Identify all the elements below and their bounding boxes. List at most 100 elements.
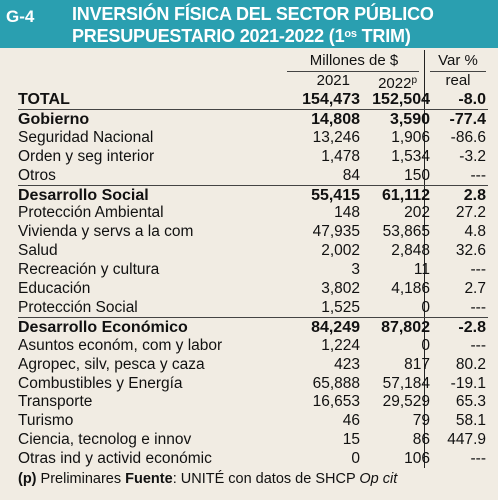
value-var-real: 80.2 (455, 355, 486, 373)
figure-id: G-4 (6, 7, 35, 26)
title-line-2-end: TRIM) (356, 26, 411, 46)
table-row: Transporte 16,653 29,529 65.3 (18, 392, 488, 411)
footer-note: (p) Preliminares Fuente: UNITÉ con datos… (18, 470, 488, 488)
value-2021: 47,935 (312, 223, 360, 241)
table-row: Protección Social 1,525 0 --- (18, 298, 488, 317)
value-2022: 4,186 (391, 280, 430, 297)
table-row: Otros 84 150 --- (18, 166, 488, 185)
value-2021: 55,415 (311, 186, 360, 204)
value-2021: 148 (334, 204, 360, 222)
value-2021: 13,246 (312, 128, 360, 146)
row-label: Desarrollo Social (18, 186, 149, 204)
value-2022: 0 (421, 336, 430, 354)
value-2021: 84 (342, 166, 360, 184)
row-label: Seguridad Nacional (18, 128, 154, 146)
row-label: Vivienda y servs a la com (18, 223, 194, 241)
value-2022: 86 (412, 431, 430, 449)
value-var-real: 32.6 (455, 242, 486, 260)
value-2022: 57,184 (382, 374, 430, 392)
title-line-2: PRESUPUESTARIO 2021-2022 (1os TRIM) (72, 24, 492, 46)
value-2021: 1,478 (321, 147, 360, 165)
value-var-real: 2.7 (464, 280, 486, 297)
value-2022: 150 (404, 166, 430, 184)
value-2022: 817 (404, 355, 430, 373)
row-label: Desarrollo Económico (18, 318, 188, 336)
table-row: Otras ind y activid económic 0 106 --- (18, 449, 488, 468)
table-row: Agropec, silv, pesca y caza 423 817 80.2 (18, 355, 488, 374)
value-2022: 2,848 (391, 242, 430, 260)
row-label: Educación (18, 280, 91, 297)
table-row: Recreación y cultura 3 11 --- (18, 260, 488, 279)
value-2022: 11 (413, 261, 430, 279)
table-row: Orden y seg interior 1,478 1,534 -3.2 (18, 147, 488, 166)
value-var-real: 2.8 (463, 186, 486, 204)
table-row: Turismo 46 79 58.1 (18, 411, 488, 430)
value-2021: 1,525 (321, 298, 360, 316)
title-line-2-main: PRESUPUESTARIO 2021-2022 (1 (72, 26, 345, 46)
footer-p-mark: (p) (18, 471, 37, 487)
value-2022: 3,590 (389, 110, 430, 128)
table-row: Gobierno 14,808 3,590 -77.4 (18, 108, 488, 129)
value-2021: 2,002 (321, 242, 360, 260)
value-2022: 1,534 (391, 147, 430, 165)
value-2021: 154,473 (302, 91, 360, 108)
value-2022: 202 (404, 204, 430, 222)
value-2022: 106 (404, 450, 430, 468)
unit-header: Millones de $ (309, 52, 399, 69)
var-underline (430, 71, 486, 72)
value-2021: 84,249 (311, 318, 360, 336)
value-2022: 61,112 (381, 186, 430, 204)
value-2022: 53,865 (382, 223, 430, 241)
value-2021: 3,802 (321, 280, 360, 297)
row-label: Otros (18, 166, 56, 184)
value-var-real: --- (470, 261, 487, 279)
value-var-real: -86.6 (450, 128, 486, 146)
footer-source-label: Fuente (125, 471, 173, 487)
value-2021: 0 (351, 450, 360, 468)
value-var-real: 58.1 (455, 412, 486, 430)
value-var-real: -2.8 (458, 318, 486, 336)
value-var-real: --- (470, 450, 487, 468)
value-2021: 423 (334, 355, 360, 373)
value-2022: 79 (412, 412, 430, 430)
table-row: Desarrollo Social 55,415 61,112 2.8 (18, 184, 488, 205)
table-row: Seguridad Nacional 13,246 1,906 -86.6 (18, 128, 488, 147)
footer-source-text: : UNITÉ con datos de SHCP (172, 471, 360, 487)
value-2021: 16,653 (312, 393, 360, 411)
year2-header: 2022p (350, 72, 417, 92)
value-var-real: 4.8 (464, 223, 486, 241)
value-2022: 1,906 (391, 128, 430, 146)
value-var-real: 447.9 (447, 431, 486, 449)
table-row: Vivienda y servs a la com 47,935 53,865 4.8 (18, 222, 488, 241)
table-row: TOTAL 154,473 152,504 -8.0 (18, 90, 488, 109)
table-row: Educación 3,802 4,186 2.7 (18, 279, 488, 298)
value-2021: 46 (342, 412, 360, 430)
row-label: Asuntos económ, com y labor (18, 336, 223, 354)
title-line-2-sup: os (344, 28, 357, 40)
year2-sup: p (411, 75, 417, 86)
value-var-real: -77.4 (449, 110, 486, 128)
var-header: Var % (438, 52, 478, 69)
value-2021: 1,224 (321, 336, 360, 354)
value-var-real: --- (470, 336, 487, 354)
table-row: Salud 2,002 2,848 32.6 (18, 241, 488, 260)
row-label: Protección Ambiental (18, 204, 164, 222)
table-row: Asuntos económ, com y labor 1,224 0 --- (18, 336, 488, 355)
value-var-real: --- (470, 166, 487, 184)
value-2022: 152,504 (372, 91, 430, 108)
value-var-real: -8.0 (458, 91, 486, 108)
row-label: Recreación y cultura (18, 261, 160, 279)
value-2021: 14,808 (311, 110, 360, 128)
footer-p-text: Preliminares (36, 471, 126, 487)
row-label: Salud (18, 242, 58, 260)
value-2022: 87,802 (381, 318, 430, 336)
value-var-real: -3.2 (459, 147, 486, 165)
row-label: Agropec, silv, pesca y caza (18, 355, 205, 373)
row-label: Orden y seg interior (18, 147, 155, 165)
real-header: real (445, 72, 471, 89)
title-line-1: INVERSIÓN FÍSICA DEL SECTOR PÚBLICO (72, 4, 434, 24)
row-label: Ciencia, tecnolog e innov (18, 431, 192, 449)
value-2021: 15 (342, 431, 360, 449)
row-label: Otras ind y activid económic (18, 450, 212, 468)
table-row: Desarrollo Económico 84,249 87,802 -2.8 (18, 316, 488, 337)
